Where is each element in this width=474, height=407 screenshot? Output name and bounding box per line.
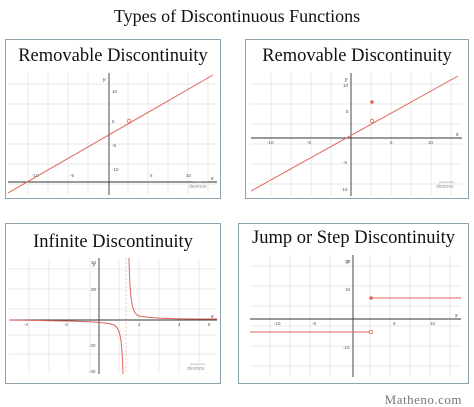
grid-lines	[9, 258, 217, 374]
y-tick-label: -20	[89, 343, 96, 348]
x-tick-label: -10	[32, 173, 39, 178]
y-tick-label: -5	[343, 160, 347, 165]
y-tick-label: 20	[91, 287, 97, 292]
watermark-desmos: desmos	[436, 184, 454, 190]
open-endpoint	[368, 329, 374, 335]
x-axis-label: x	[210, 176, 214, 182]
x-tick-label: 5	[393, 321, 396, 326]
function-line	[251, 75, 459, 192]
y-tick-label: -5	[112, 143, 116, 148]
graph-removable-2: y x -10 -5 5 10 10 5 -5 -10 powered by d…	[251, 73, 462, 196]
y-axis-label: y	[92, 262, 96, 268]
x-tick-label: 6	[208, 322, 211, 327]
x-axis-label: x	[210, 314, 214, 320]
y-tick-label: -10	[343, 345, 350, 350]
x-tick-label: -10	[267, 140, 274, 145]
graph-infinite: y x -4 -2 2 4 6 40 20 -20 -40 powered by…	[9, 258, 217, 374]
watermark-small: powered by	[190, 362, 206, 366]
x-tick-label: -2	[64, 322, 68, 327]
y-tick-label: -10	[341, 187, 348, 192]
panel-title: Removable Discontinuity	[18, 46, 208, 66]
y-axis-label: y	[102, 77, 106, 83]
hole-marker	[369, 118, 375, 124]
panel-removable-1: Removable Discontinuity y x -10 -5 5 10 …	[5, 39, 221, 199]
y-tick-label: 5	[346, 109, 349, 114]
watermark-small: powered by	[192, 180, 208, 184]
point-marker	[370, 100, 374, 104]
y-tick-label: 10	[112, 89, 118, 94]
watermark-desmos: desmos	[187, 366, 205, 372]
graph-jump: y x -10 -5 5 10 20 10 -10	[250, 255, 461, 377]
y-tick-label: 40	[91, 260, 97, 265]
grid-lines	[8, 73, 217, 195]
watermark-desmos: desmos	[189, 184, 207, 190]
y-tick-label: 20	[345, 259, 351, 264]
panel-title: Removable Discontinuity	[262, 46, 452, 66]
panel-title: Jump or Step Discontinuity	[252, 228, 455, 248]
panel-removable-2: Removable Discontinuity y x -10 -5 5 10 …	[245, 39, 469, 199]
x-tick-label: -5	[307, 140, 311, 145]
y-tick-label: 10	[343, 83, 349, 88]
panel-title: Infinite Discontinuity	[33, 232, 193, 252]
x-tick-label: 10	[428, 140, 434, 145]
y-axis-label: y	[346, 259, 350, 265]
x-tick-label: 5	[150, 173, 153, 178]
y-axis-label: y	[344, 77, 348, 83]
panel-infinite: Infinite Discontinuity y x -4 -2 2 4 6 4…	[5, 223, 221, 384]
x-axis-label: x	[454, 313, 458, 319]
x-tick-label: 10	[186, 173, 192, 178]
x-axis-label: x	[455, 132, 459, 138]
right-branch	[128, 258, 217, 320]
brand-watermark: Matheno.com	[384, 392, 462, 407]
graph-removable-1: y x -10 -5 5 10 10 5 -5 -10 powered by d…	[8, 73, 217, 195]
grid-lines	[250, 255, 461, 377]
hole-marker	[126, 118, 132, 124]
panel-jump: Jump or Step Discontinuity y x -10 -5 5 …	[238, 223, 469, 384]
y-tick-label: -40	[89, 369, 96, 374]
x-tick-label: 2	[138, 322, 141, 327]
x-tick-label: -4	[24, 322, 28, 327]
main-title: Types of Discontinuous Functions	[113, 6, 361, 26]
closed-endpoint	[369, 296, 373, 300]
y-tick-label: 10	[345, 287, 351, 292]
x-tick-label: -10	[274, 321, 281, 326]
x-tick-label: -5	[70, 173, 74, 178]
x-tick-label: 4	[178, 322, 181, 327]
x-tick-label: 5	[390, 140, 393, 145]
x-tick-label: 10	[430, 321, 436, 326]
watermark-small: powered by	[439, 180, 455, 184]
grid-lines	[251, 73, 462, 196]
left-branch	[9, 319, 124, 374]
y-tick-label: 5	[112, 119, 115, 124]
y-tick-label: -10	[112, 167, 119, 172]
function-line	[8, 74, 214, 194]
x-tick-label: -5	[312, 321, 316, 326]
